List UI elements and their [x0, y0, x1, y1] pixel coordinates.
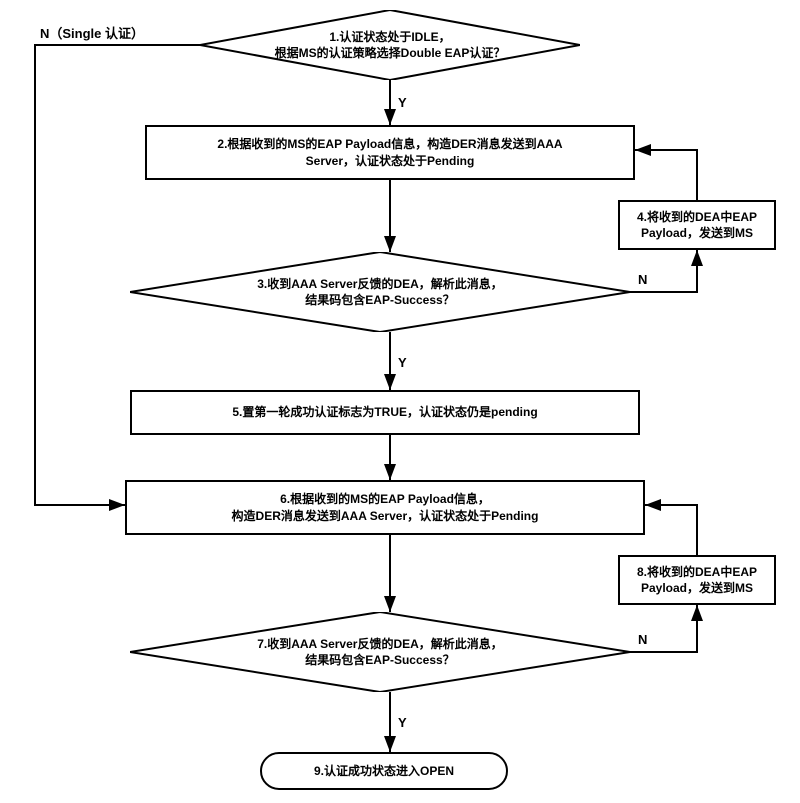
process-2: 2.根据收到的MS的EAP Payload信息，构造DER消息发送到AAASer…	[145, 125, 635, 180]
process-6-text: 6.根据收到的MS的EAP Payload信息，构造DER消息发送到AAA Se…	[232, 491, 539, 523]
process-2-text: 2.根据收到的MS的EAP Payload信息，构造DER消息发送到AAASer…	[217, 136, 562, 168]
terminator-9: 9.认证成功状态进入OPEN	[260, 752, 508, 790]
label-y3: Y	[398, 355, 407, 370]
label-n3: N	[638, 272, 647, 287]
process-4-text: 4.将收到的DEA中EAPPayload，发送到MS	[637, 209, 757, 241]
label-n-single: N（Single 认证）	[40, 23, 144, 42]
label-y1: Y	[398, 95, 407, 110]
decision-7: 7.收到AAA Server反馈的DEA，解析此消息，结果码包含EAP-Succ…	[130, 612, 630, 692]
process-4: 4.将收到的DEA中EAPPayload，发送到MS	[618, 200, 776, 250]
process-5: 5.置第一轮成功认证标志为TRUE，认证状态仍是pending	[130, 390, 640, 435]
decision-7-text: 7.收到AAA Server反馈的DEA，解析此消息，结果码包含EAP-Succ…	[130, 612, 630, 692]
process-8-text: 8.将收到的DEA中EAPPayload，发送到MS	[637, 564, 757, 596]
label-n7: N	[638, 632, 647, 647]
process-5-text: 5.置第一轮成功认证标志为TRUE，认证状态仍是pending	[232, 404, 537, 420]
decision-3: 3.收到AAA Server反馈的DEA，解析此消息，结果码包含EAP-Succ…	[130, 252, 630, 332]
process-6: 6.根据收到的MS的EAP Payload信息，构造DER消息发送到AAA Se…	[125, 480, 645, 535]
decision-1: 1.认证状态处于IDLE，根据MS的认证策略选择Double EAP认证？	[200, 10, 580, 80]
label-y7: Y	[398, 715, 407, 730]
process-8: 8.将收到的DEA中EAPPayload，发送到MS	[618, 555, 776, 605]
decision-1-text: 1.认证状态处于IDLE，根据MS的认证策略选择Double EAP认证？	[200, 10, 580, 80]
decision-3-text: 3.收到AAA Server反馈的DEA，解析此消息，结果码包含EAP-Succ…	[130, 252, 630, 332]
terminator-9-text: 9.认证成功状态进入OPEN	[314, 763, 454, 779]
